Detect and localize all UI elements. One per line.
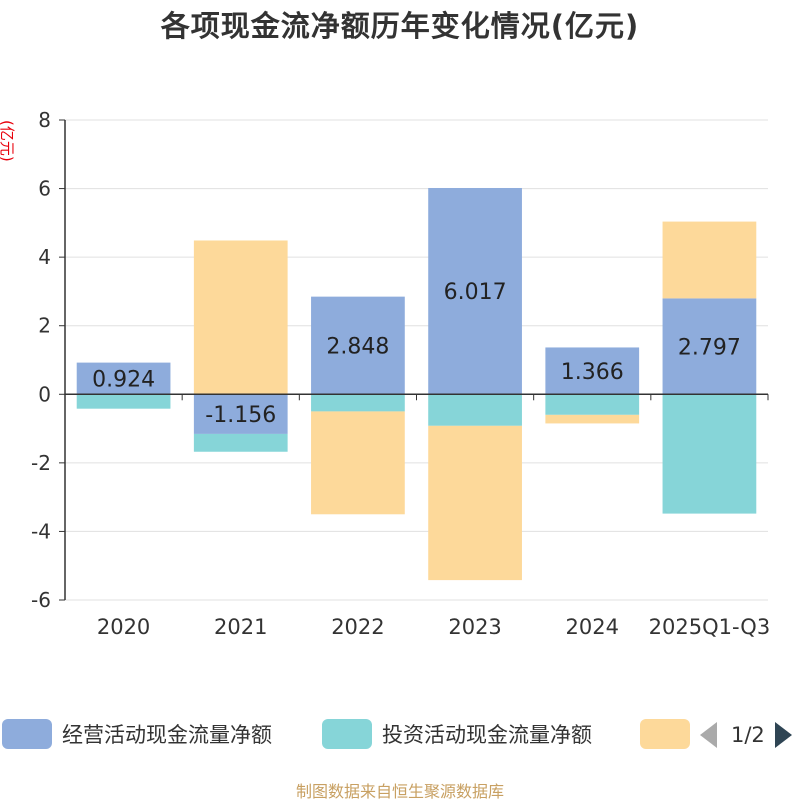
bar-series-2 <box>193 240 288 395</box>
legend-item-financing[interactable] <box>640 716 690 752</box>
bar-series-1 <box>76 394 171 409</box>
legend-swatch-investing <box>322 719 372 749</box>
legend: 经营活动现金流量净额 投资活动现金流量净额 <box>0 716 800 752</box>
y-axis-unit-label: (亿元) <box>0 120 16 162</box>
y-tick-label: -4 <box>31 519 51 543</box>
data-label: 0.924 <box>92 367 155 392</box>
bar-series-0 <box>662 298 757 395</box>
pager-prev-arrow-icon[interactable] <box>700 722 717 748</box>
data-label: 1.366 <box>561 360 624 385</box>
chart-title: 各项现金流净额历年变化情况(亿元) <box>160 9 640 43</box>
x-tick-label: 2023 <box>448 615 501 639</box>
pager-page-indicator: 1/2 <box>731 723 765 747</box>
y-tick-label: -6 <box>31 588 51 612</box>
legend-pager: 1/2 <box>700 718 792 752</box>
bar-series-0 <box>311 296 405 395</box>
data-labels: 0.924 -1.156 2.848 6.017 1.366 2.797 <box>92 280 741 428</box>
bar-series-2 <box>545 414 640 424</box>
bar-series-1 <box>662 394 757 514</box>
bar-series-0 <box>545 347 640 395</box>
bar-series-1 <box>193 433 288 452</box>
axes: -6 -4 -2 0 2 4 6 8 2020 2021 2022 2023 2024 2025Q1-Q3 <box>31 108 770 639</box>
bar-series-2 <box>311 411 405 515</box>
bars <box>76 187 757 581</box>
bar-series-1 <box>428 394 522 426</box>
y-tick-label: -2 <box>31 451 51 475</box>
x-tick-label: 2024 <box>566 615 619 639</box>
legend-swatch-operating <box>2 719 52 749</box>
legend-label-investing: 投资活动现金流量净额 <box>382 723 592 747</box>
bar-series-0 <box>193 394 288 434</box>
x-tick-label: 2025Q1-Q3 <box>649 615 771 639</box>
legend-item-investing[interactable]: 投资活动现金流量净额 <box>322 716 592 752</box>
source-note: 制图数据来自恒生聚源数据库 <box>295 782 504 801</box>
y-tick-label: 8 <box>38 108 51 132</box>
x-tick-label: 2021 <box>214 615 267 639</box>
legend-swatch-financing <box>640 719 690 749</box>
pager-next-arrow-icon[interactable] <box>774 722 792 748</box>
y-tick-label: 6 <box>38 177 51 201</box>
data-label: 2.797 <box>678 335 741 360</box>
y-tick-label: 0 <box>38 382 51 406</box>
bar-series-2 <box>662 221 757 299</box>
legend-label-operating: 经营活动现金流量净额 <box>62 723 272 747</box>
bar-series-0 <box>76 362 171 395</box>
y-tick-label: 4 <box>38 245 51 269</box>
legend-item-operating[interactable]: 经营活动现金流量净额 <box>2 716 272 752</box>
data-label: -1.156 <box>205 403 276 428</box>
bar-series-1 <box>311 394 405 412</box>
data-label: 2.848 <box>326 334 389 359</box>
bar-series-0 <box>428 187 522 395</box>
y-tick-label: 2 <box>38 314 51 338</box>
data-label: 6.017 <box>444 280 507 305</box>
bar-series-2 <box>428 425 522 581</box>
grid-lines <box>65 119 768 601</box>
x-tick-label: 2020 <box>97 615 150 639</box>
bar-series-1 <box>545 394 640 415</box>
x-tick-label: 2022 <box>331 615 384 639</box>
